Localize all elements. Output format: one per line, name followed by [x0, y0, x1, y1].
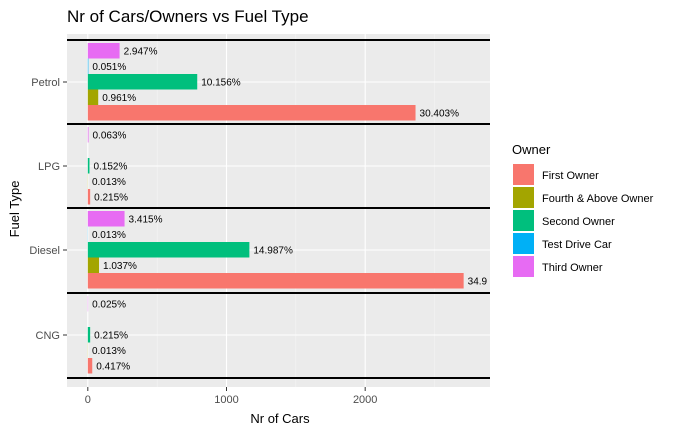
- bar: [87, 158, 90, 174]
- panel-background: [67, 34, 490, 387]
- legend-key: [513, 187, 534, 208]
- bar: [87, 89, 99, 105]
- bar: [87, 242, 250, 258]
- data-label: 14.987%: [253, 245, 293, 256]
- legend-key: [513, 210, 534, 231]
- bar: [87, 273, 464, 289]
- bar: [87, 105, 416, 121]
- x-tick-label: 1000: [214, 394, 238, 406]
- x-tick-label: 0: [85, 394, 91, 406]
- data-label: 34.9: [468, 276, 488, 287]
- data-label: 0.013%: [92, 230, 126, 241]
- data-label: 0.417%: [96, 361, 130, 372]
- y-tick-label: Petrol: [31, 77, 60, 89]
- data-label: 0.013%: [92, 346, 126, 357]
- y-axis-ticks: Petrol LPG Diesel CNG: [29, 77, 67, 342]
- legend-label: First Owner: [542, 170, 599, 182]
- x-axis-title: Nr of Cars: [250, 411, 310, 426]
- x-axis-ticks: 0 1000 2000: [85, 387, 377, 406]
- legend-key: [513, 256, 534, 277]
- data-label: 0.961%: [102, 93, 136, 104]
- data-label: 0.215%: [94, 192, 128, 203]
- data-label: 0.215%: [94, 330, 128, 341]
- y-axis-title: Fuel Type: [7, 181, 22, 238]
- y-tick-label: LPG: [38, 161, 60, 173]
- data-label: 2.947%: [124, 46, 158, 57]
- bars: [87, 43, 464, 374]
- bar: [87, 127, 89, 143]
- legend-title: Owner: [512, 142, 551, 157]
- data-label: 0.051%: [92, 62, 126, 73]
- data-label: 0.025%: [92, 299, 126, 310]
- legend-key: [513, 164, 534, 185]
- y-tick-label: Diesel: [29, 245, 60, 257]
- data-label: 0.152%: [93, 161, 127, 172]
- data-label: 3.415%: [129, 214, 163, 225]
- y-tick-label: CNG: [36, 330, 60, 342]
- legend-label: Second Owner: [542, 216, 615, 228]
- legend-label: Fourth & Above Owner: [542, 193, 654, 205]
- data-label: 1.037%: [103, 261, 137, 272]
- bar: [87, 327, 91, 343]
- bar: [87, 358, 93, 374]
- plot-panel: [67, 34, 490, 387]
- data-label: 10.156%: [201, 77, 241, 88]
- legend-label: Test Drive Car: [542, 239, 612, 251]
- bar: [87, 257, 100, 273]
- legend-label: Third Owner: [542, 262, 603, 274]
- legend: Owner First Owner Fourth & Above Owner Sec…: [512, 142, 654, 277]
- bar: [87, 189, 91, 205]
- bar: [87, 43, 120, 59]
- x-tick-label: 2000: [353, 394, 377, 406]
- data-labels: 30.403% 0.961% 10.156% 0.051% 2.947% 0.215% 0.…: [92, 46, 488, 372]
- bar: [87, 74, 198, 90]
- legend-key: [513, 233, 534, 254]
- bar: [87, 211, 125, 227]
- facet-separators: [67, 39, 490, 379]
- data-label: 30.403%: [420, 108, 460, 119]
- data-label: 0.013%: [92, 177, 126, 188]
- chart-title: Nr of Cars/Owners vs Fuel Type: [67, 7, 309, 26]
- bar: [87, 58, 89, 74]
- data-label: 0.063%: [92, 130, 126, 141]
